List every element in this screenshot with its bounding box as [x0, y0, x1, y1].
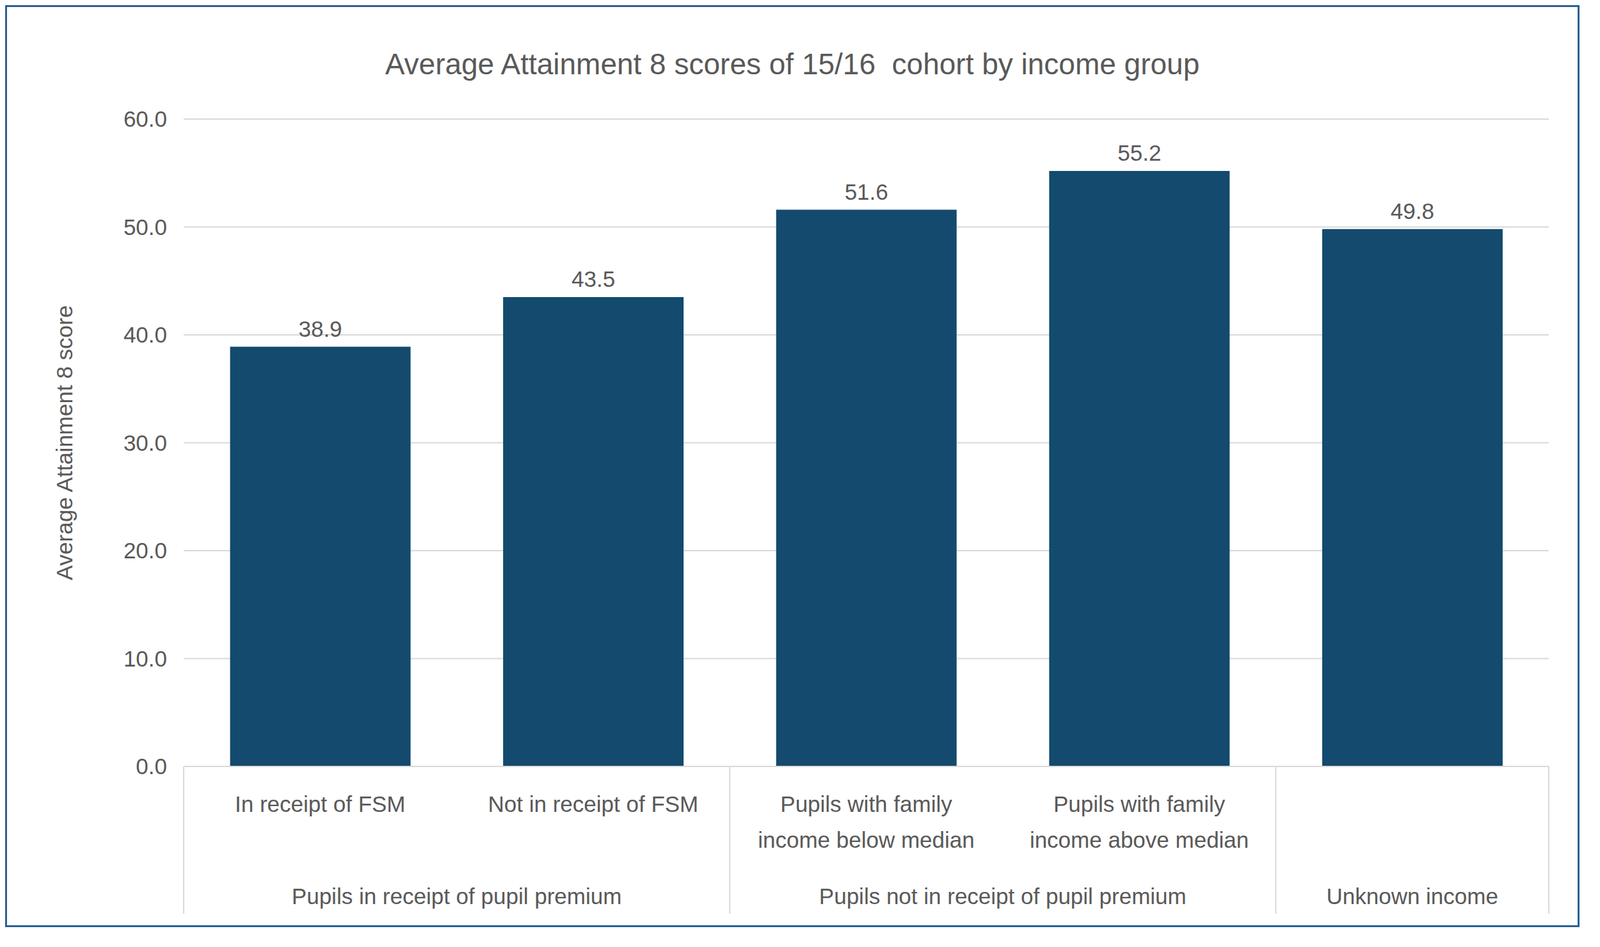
svg-text:55.2: 55.2	[1117, 140, 1161, 166]
svg-text:Unknown income: Unknown income	[1326, 883, 1498, 909]
svg-text:In receipt of FSM: In receipt of FSM	[234, 791, 406, 816]
svg-text:20.0: 20.0	[123, 537, 168, 563]
svg-text:50.0: 50.0	[123, 214, 168, 240]
svg-text:Pupils not in receipt of pupil: Pupils not in receipt of pupil premium	[819, 883, 1187, 909]
svg-text:10.0: 10.0	[123, 645, 168, 671]
svg-text:Average Attainment 8 score: Average Attainment 8 score	[51, 305, 77, 580]
svg-text:Not in receipt of FSM: Not in receipt of FSM	[488, 791, 699, 816]
svg-text:51.6: 51.6	[844, 179, 889, 205]
svg-text:38.9: 38.9	[298, 316, 342, 342]
html-text:Average Attainment 8 scores of: Average Attainment 8 scores of 15/16 coh…	[385, 47, 1200, 81]
svg-text:Pupils with family: Pupils with family	[1053, 791, 1226, 816]
svg-text:Pupils with family: Pupils with family	[780, 791, 953, 816]
svg-text:income below median: income below median	[757, 826, 975, 852]
svg-text:Pupils in receipt of pupil pre: Pupils in receipt of pupil premium	[291, 883, 623, 909]
svg-text:49.8: 49.8	[1390, 198, 1435, 224]
svg-text:income above median: income above median	[1029, 826, 1249, 852]
svg-text:0.0: 0.0	[135, 753, 168, 779]
svg-text:40.0: 40.0	[123, 321, 168, 347]
svg-text:30.0: 30.0	[123, 430, 168, 456]
svg-text:43.5: 43.5	[571, 266, 616, 292]
svg-text:60.0: 60.0	[123, 106, 168, 132]
